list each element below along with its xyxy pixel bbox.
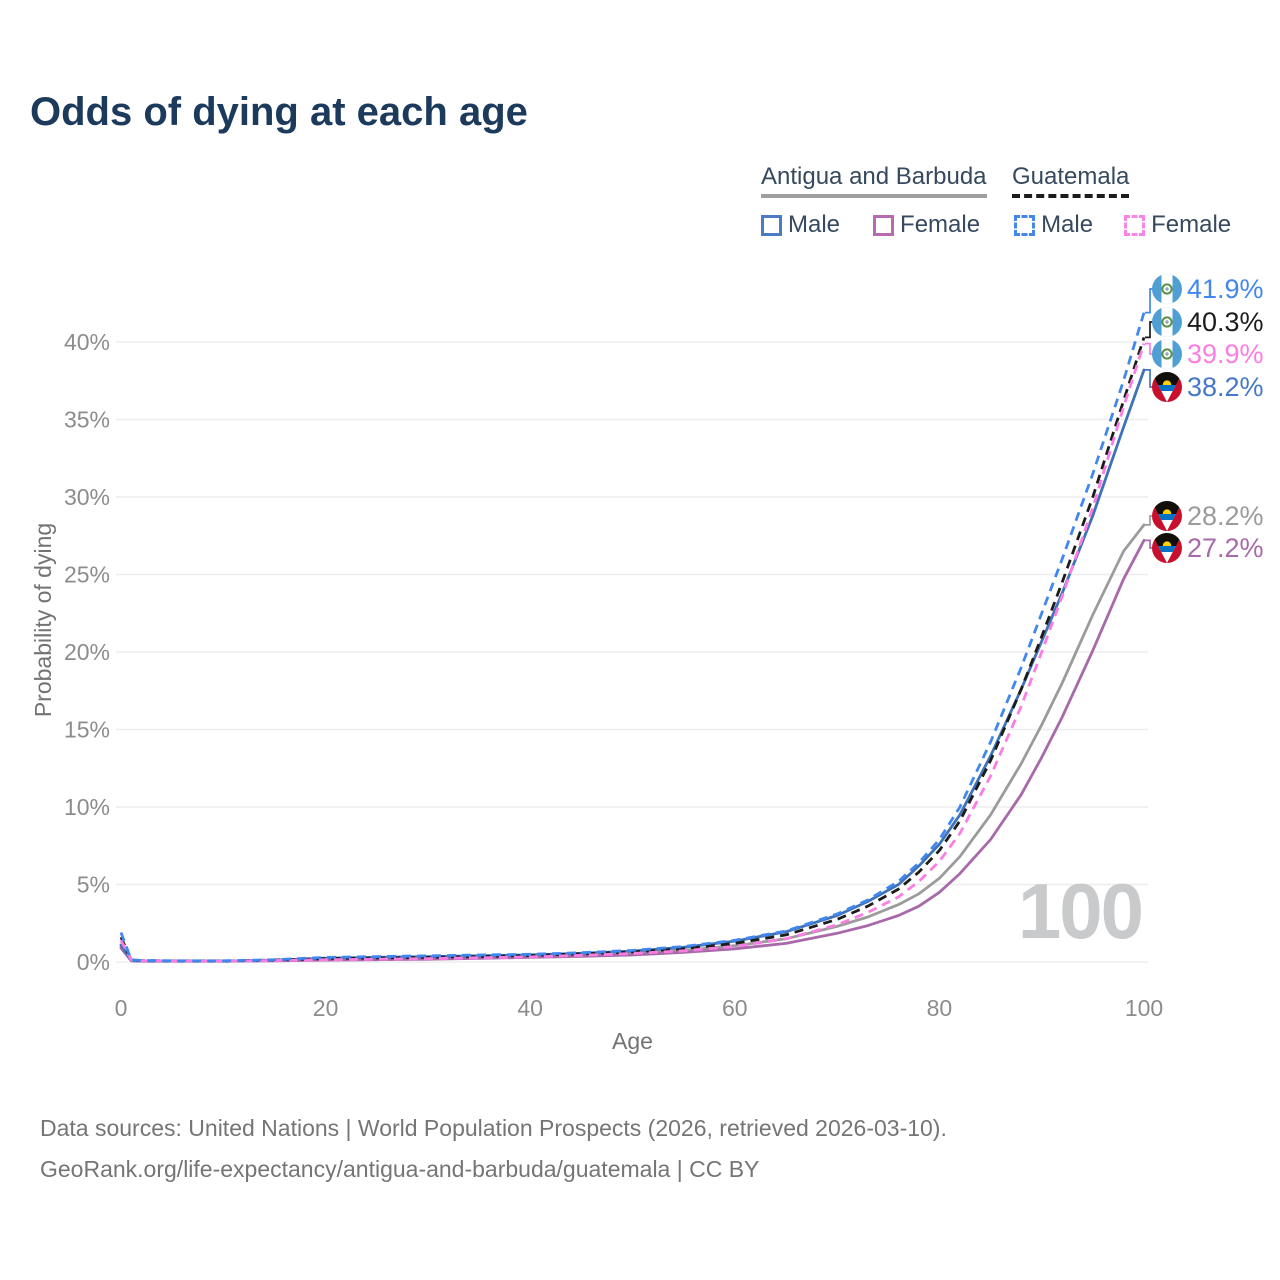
y-tick-label: 20%	[64, 639, 110, 665]
y-tick-label: 35%	[64, 407, 110, 433]
end-label-row: 27.2%	[1152, 532, 1264, 564]
y-tick-label: 15%	[64, 717, 110, 743]
legend-item-label: Female	[900, 211, 981, 238]
series-line-antigua-and-barbuda-female[interactable]	[119, 539, 1146, 963]
footer-url: GeoRank.org/life-expectancy/antigua-and-…	[40, 1155, 760, 1182]
legend-sex-row: Male Female Male Female	[761, 211, 1231, 239]
antigua-and-barbuda-flag-icon	[1152, 501, 1182, 531]
y-tick-label: 10%	[64, 794, 110, 820]
legend-swatch-1[interactable]	[873, 214, 895, 236]
footer: Data sources: United Nations | World Pop…	[40, 1108, 947, 1190]
end-label-row: 41.9%	[1152, 273, 1264, 305]
y-tick-label: 30%	[64, 484, 110, 510]
flag-slot	[1152, 274, 1182, 304]
guatemala-flag-icon	[1152, 307, 1182, 337]
end-label-text: 39.9%	[1187, 338, 1264, 369]
end-label-text: 27.2%	[1187, 532, 1264, 563]
end-label-text: 28.2%	[1187, 500, 1264, 531]
legend-group-label: Antigua and Barbuda	[761, 163, 987, 198]
x-tick-label: 80	[927, 995, 953, 1021]
legend-item-guatemala-female[interactable]: Female	[1124, 211, 1231, 239]
y-tick-label: 25%	[64, 562, 110, 588]
y-axis-title: Probability of dying	[30, 522, 56, 718]
series-line-guatemala-male[interactable]	[119, 312, 1146, 963]
legend-item-guatemala-male[interactable]: Male	[1014, 211, 1093, 239]
antigua-and-barbuda-flag-icon	[1152, 533, 1182, 563]
guatemala-flag-icon	[1152, 339, 1182, 369]
flag-slot	[1152, 372, 1182, 402]
series-line-guatemala[interactable]	[119, 336, 1146, 963]
legend-swatch-2[interactable]	[1014, 214, 1036, 236]
legend-item-label: Female	[1151, 211, 1232, 238]
legend-item-antigua-female[interactable]: Female	[873, 211, 980, 239]
flag-slot	[1152, 533, 1182, 563]
legend-group-antigua-and-barbuda[interactable]: Antigua and Barbuda	[761, 163, 1012, 198]
chart-title: Odds of dying at each age	[30, 90, 528, 134]
footer-sources: Data sources: United Nations | World Pop…	[40, 1115, 947, 1141]
x-tick-label: 40	[517, 995, 543, 1021]
end-label-row: 28.2%	[1152, 500, 1264, 532]
legend-item-label: Male	[1041, 211, 1094, 238]
flag-slot	[1152, 339, 1182, 369]
legend-item-label: Male	[788, 211, 841, 238]
end-label-text: 41.9%	[1187, 273, 1264, 304]
x-tick-label: 0	[115, 995, 128, 1021]
y-tick-label: 0%	[77, 949, 110, 975]
legend-item-antigua-male[interactable]: Male	[761, 211, 840, 239]
legend-country-row: Antigua and Barbuda Guatemala	[761, 163, 1231, 198]
end-label-text: 40.3%	[1187, 306, 1264, 337]
x-axis-title: Age	[612, 1028, 653, 1054]
end-label-row: 38.2%	[1152, 371, 1264, 403]
x-tick-label: 60	[722, 995, 748, 1021]
end-label-row: 39.9%	[1152, 338, 1264, 370]
series-line-antigua-and-barbuda-male[interactable]	[119, 368, 1146, 963]
flag-slot	[1152, 307, 1182, 337]
legend-group-guatemala[interactable]: Guatemala	[1012, 163, 1130, 198]
guatemala-flag-icon	[1152, 274, 1182, 304]
y-tick-label: 5%	[77, 872, 110, 898]
legend-group-label: Guatemala	[1012, 163, 1130, 198]
legend: Antigua and Barbuda Guatemala Male Femal…	[761, 163, 1231, 239]
antigua-and-barbuda-flag-icon	[1152, 372, 1182, 402]
flag-slot	[1152, 501, 1182, 531]
end-label-text: 38.2%	[1187, 371, 1264, 402]
legend-swatch-3[interactable]	[1124, 214, 1146, 236]
age-counter-watermark: 100	[1017, 867, 1144, 955]
legend-swatch-0[interactable]	[761, 214, 782, 236]
y-tick-label: 40%	[64, 329, 110, 355]
x-tick-label: 20	[313, 995, 339, 1021]
x-tick-label: 100	[1125, 995, 1163, 1021]
end-label-row: 40.3%	[1152, 306, 1264, 338]
